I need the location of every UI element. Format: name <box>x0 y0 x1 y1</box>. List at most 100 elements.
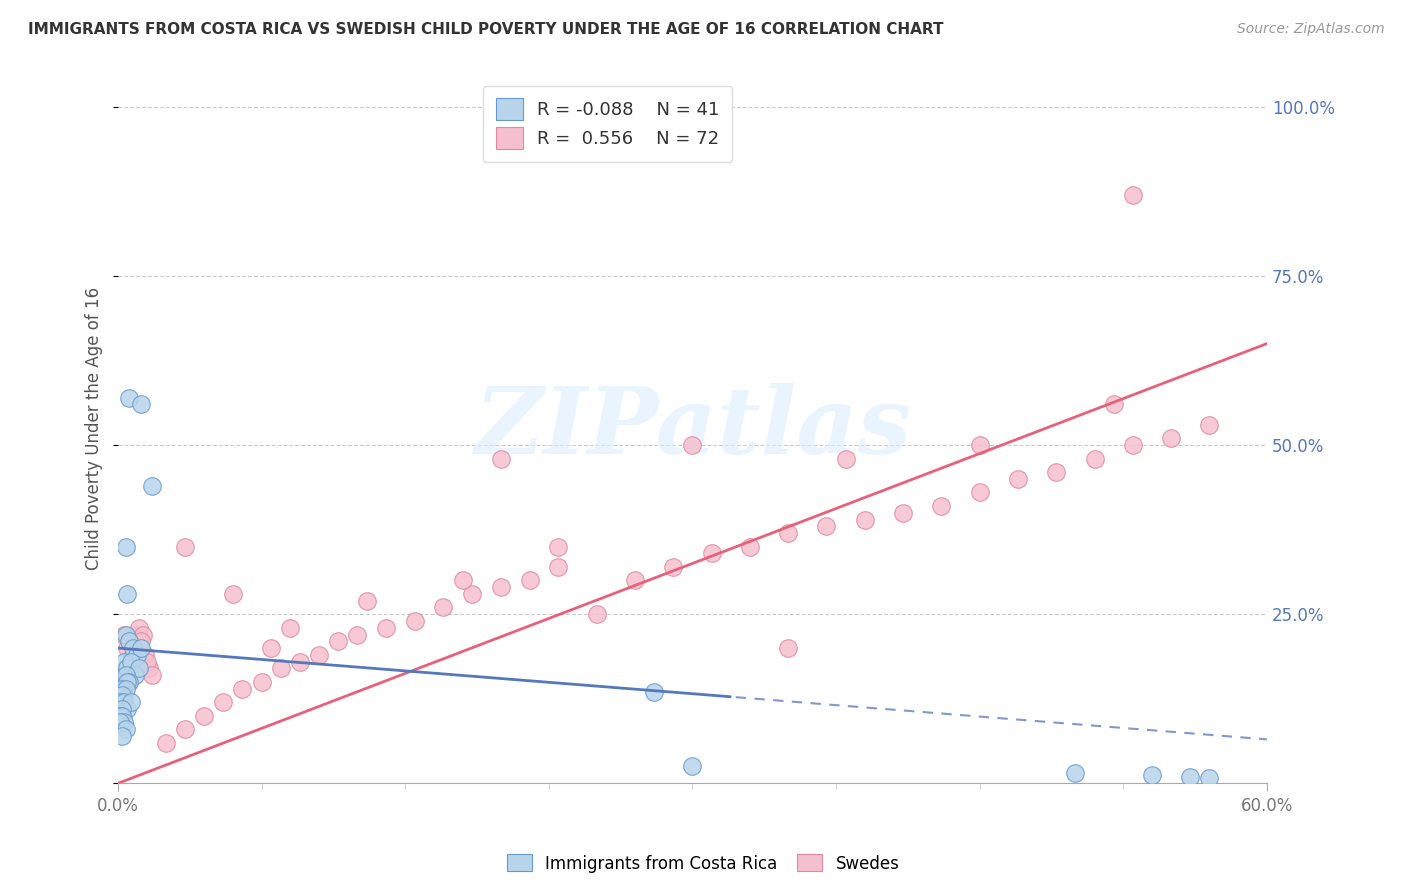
Point <box>853 512 876 526</box>
Point <box>141 478 163 492</box>
Point <box>212 695 235 709</box>
Point <box>111 708 134 723</box>
Point <box>681 759 703 773</box>
Point <box>122 648 145 662</box>
Point <box>117 587 139 601</box>
Point <box>308 648 330 662</box>
Point <box>114 627 136 641</box>
Point <box>1160 431 1182 445</box>
Point <box>1140 767 1163 781</box>
Point <box>815 519 838 533</box>
Point <box>128 661 150 675</box>
Point <box>461 587 484 601</box>
Point <box>111 689 134 703</box>
Point <box>112 689 135 703</box>
Point <box>129 641 152 656</box>
Point <box>260 641 283 656</box>
Point <box>118 674 141 689</box>
Point <box>326 634 349 648</box>
Point <box>174 540 197 554</box>
Point <box>519 574 541 588</box>
Point <box>193 708 215 723</box>
Point <box>117 702 139 716</box>
Point <box>662 560 685 574</box>
Point <box>643 685 665 699</box>
Point <box>778 526 800 541</box>
Point <box>118 634 141 648</box>
Point <box>141 668 163 682</box>
Point <box>111 702 134 716</box>
Point <box>1007 472 1029 486</box>
Point <box>120 655 142 669</box>
Point <box>1122 438 1144 452</box>
Point <box>122 648 145 662</box>
Point <box>270 661 292 675</box>
Point <box>585 607 607 622</box>
Point <box>1064 766 1087 780</box>
Point <box>222 587 245 601</box>
Point <box>117 641 139 656</box>
Point <box>1122 187 1144 202</box>
Point <box>1198 417 1220 432</box>
Point <box>432 600 454 615</box>
Point <box>120 695 142 709</box>
Point <box>114 681 136 696</box>
Point <box>114 540 136 554</box>
Point <box>451 574 474 588</box>
Point <box>108 715 131 730</box>
Point <box>278 621 301 635</box>
Point <box>1198 771 1220 785</box>
Point <box>112 695 135 709</box>
Point <box>624 574 647 588</box>
Point <box>117 661 139 675</box>
Text: ZIPatlas: ZIPatlas <box>474 384 911 473</box>
Point <box>117 674 139 689</box>
Point <box>138 661 160 675</box>
Point <box>288 655 311 669</box>
Legend: Immigrants from Costa Rica, Swedes: Immigrants from Costa Rica, Swedes <box>501 847 905 880</box>
Point <box>111 674 134 689</box>
Point <box>114 668 136 682</box>
Point <box>118 674 141 689</box>
Point <box>135 655 157 669</box>
Point <box>129 634 152 648</box>
Point <box>700 546 723 560</box>
Point <box>125 641 148 656</box>
Point <box>125 648 148 662</box>
Point <box>1083 451 1105 466</box>
Point <box>118 391 141 405</box>
Point <box>112 627 135 641</box>
Point <box>931 499 953 513</box>
Text: Source: ZipAtlas.com: Source: ZipAtlas.com <box>1237 22 1385 37</box>
Point <box>834 451 856 466</box>
Point <box>690 100 713 114</box>
Point <box>128 621 150 635</box>
Point <box>891 506 914 520</box>
Y-axis label: Child Poverty Under the Age of 16: Child Poverty Under the Age of 16 <box>86 286 103 570</box>
Point <box>112 715 135 730</box>
Point <box>134 648 156 662</box>
Point <box>547 540 569 554</box>
Point <box>250 674 273 689</box>
Point <box>117 668 139 682</box>
Point <box>129 397 152 411</box>
Point <box>1045 465 1067 479</box>
Point <box>122 641 145 656</box>
Point <box>778 641 800 656</box>
Point <box>356 593 378 607</box>
Point <box>681 438 703 452</box>
Point <box>111 681 134 696</box>
Point <box>174 723 197 737</box>
Point <box>489 580 512 594</box>
Point <box>231 681 253 696</box>
Point <box>738 540 761 554</box>
Point <box>120 655 142 669</box>
Point <box>114 661 136 675</box>
Point <box>111 729 134 743</box>
Point <box>112 681 135 696</box>
Point <box>489 451 512 466</box>
Point <box>375 621 398 635</box>
Point <box>969 438 991 452</box>
Point <box>114 723 136 737</box>
Point <box>595 100 617 114</box>
